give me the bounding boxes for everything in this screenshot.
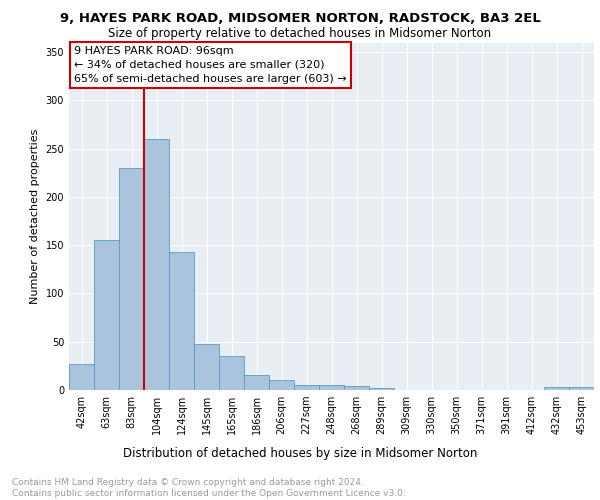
Bar	[219, 356, 244, 390]
Y-axis label: Number of detached properties: Number of detached properties	[30, 128, 40, 304]
Bar	[319, 385, 344, 390]
Bar	[119, 168, 144, 390]
Bar	[544, 387, 569, 390]
Text: Size of property relative to detached houses in Midsomer Norton: Size of property relative to detached ho…	[109, 28, 491, 40]
Text: 9, HAYES PARK ROAD, MIDSOMER NORTON, RADSTOCK, BA3 2EL: 9, HAYES PARK ROAD, MIDSOMER NORTON, RAD…	[59, 12, 541, 26]
Bar	[244, 374, 269, 390]
Bar	[144, 139, 169, 390]
Bar	[569, 387, 594, 390]
Bar	[194, 344, 219, 390]
Bar	[269, 380, 294, 390]
Text: Distribution of detached houses by size in Midsomer Norton: Distribution of detached houses by size …	[123, 448, 477, 460]
Text: Contains HM Land Registry data © Crown copyright and database right 2024.
Contai: Contains HM Land Registry data © Crown c…	[12, 478, 406, 498]
Bar	[69, 364, 94, 390]
Bar	[369, 388, 394, 390]
Text: 9 HAYES PARK ROAD: 96sqm
← 34% of detached houses are smaller (320)
65% of semi-: 9 HAYES PARK ROAD: 96sqm ← 34% of detach…	[74, 46, 347, 84]
Bar	[294, 385, 319, 390]
Bar	[344, 386, 369, 390]
Bar	[94, 240, 119, 390]
Bar	[169, 252, 194, 390]
